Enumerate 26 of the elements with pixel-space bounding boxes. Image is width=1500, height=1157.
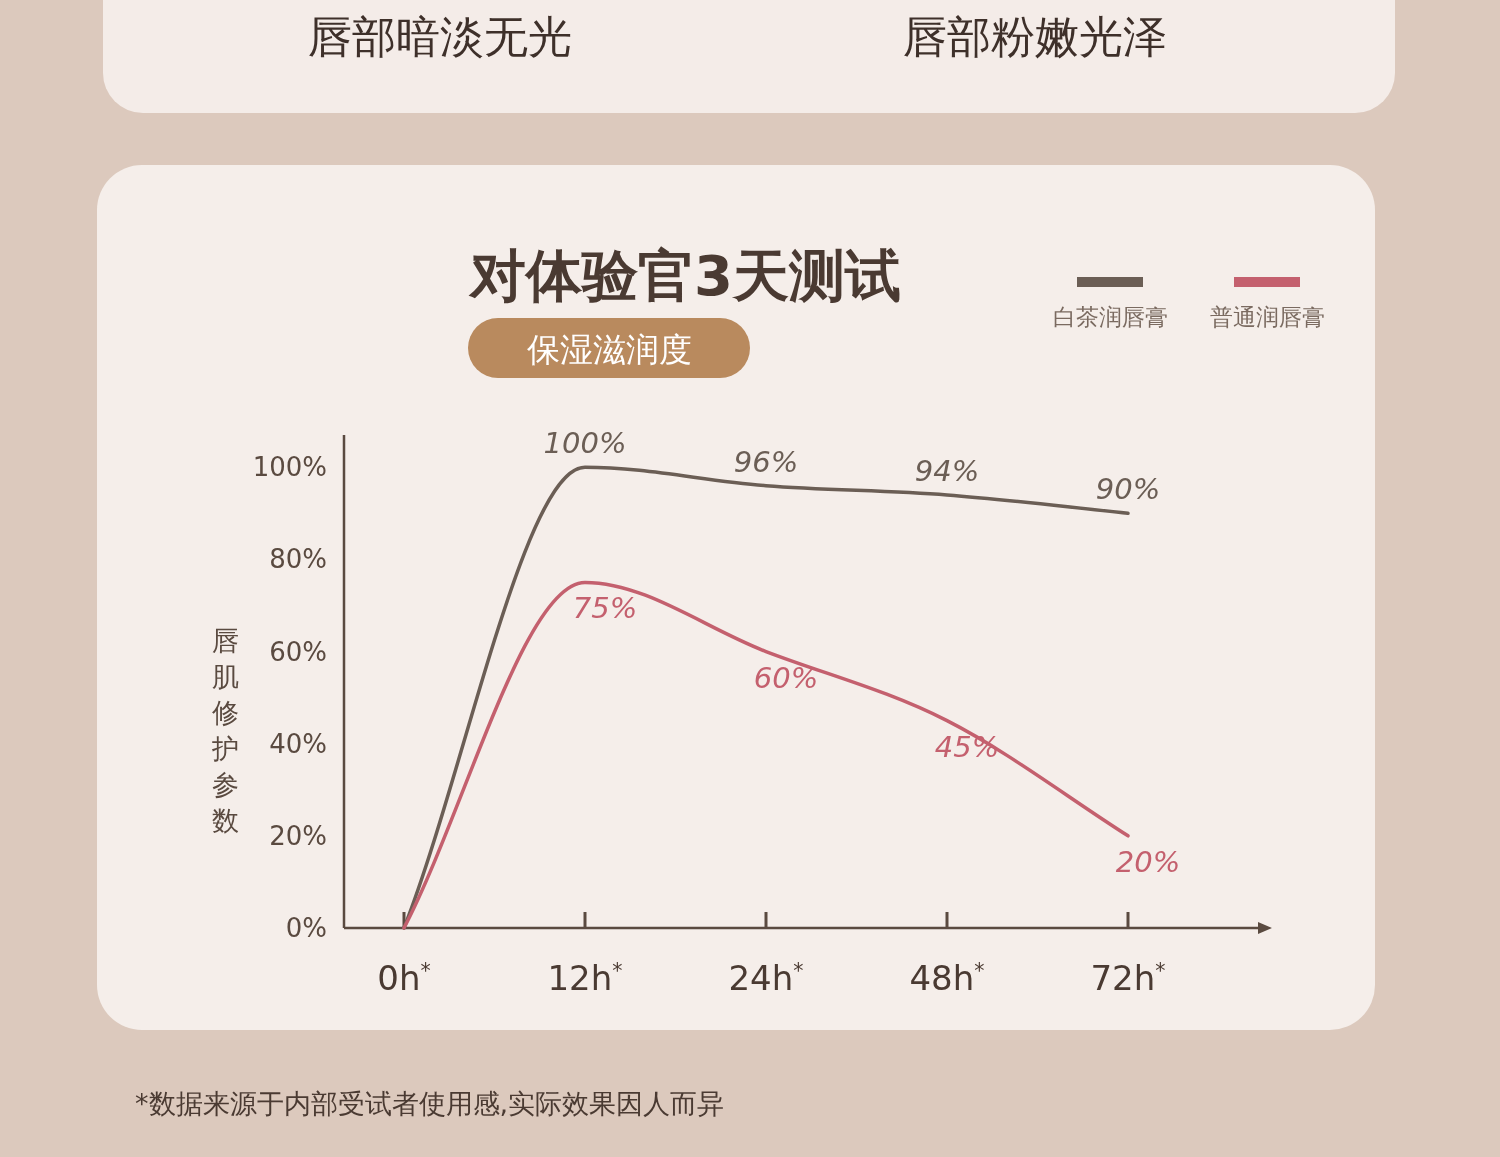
data-label: 20% bbox=[1115, 844, 1181, 879]
x-tick-label: 12h$^{*}$ bbox=[547, 958, 623, 998]
x-tick-label: 72h$^{*}$ bbox=[1090, 958, 1166, 998]
chart-subtitle: 保湿滋润度 bbox=[526, 330, 692, 369]
text: 唇部暗淡无光 bbox=[308, 11, 572, 62]
y-tick-label: 100% bbox=[252, 452, 327, 483]
x-tick-label: 24h$^{*}$ bbox=[728, 958, 804, 998]
legend-label: 白茶润唇膏 bbox=[1052, 304, 1168, 330]
data-label: 75% bbox=[572, 591, 638, 626]
x-tick-label: 48h$^{*}$ bbox=[909, 958, 985, 998]
x-tick-label: 0h$^{*}$ bbox=[377, 958, 431, 998]
data-label: 100% bbox=[543, 426, 627, 461]
data-label: 94% bbox=[914, 453, 980, 488]
data-label: 60% bbox=[753, 660, 819, 695]
y-tick-label: 20% bbox=[269, 820, 327, 851]
chart-title: 对体验官3天测试 bbox=[468, 243, 901, 308]
text: 唇部粉嫩光泽 bbox=[903, 11, 1167, 62]
data-label: 90% bbox=[1095, 472, 1161, 507]
y-tick-label: 0% bbox=[285, 913, 327, 943]
y-axis-title: 唇肌修护参数 bbox=[210, 625, 239, 836]
y-tick-label: 80% bbox=[269, 544, 327, 575]
legend-label: 普通润唇膏 bbox=[1209, 304, 1325, 330]
y-tick-label: 40% bbox=[269, 728, 327, 759]
text: *数据来源于内部受试者使用感,实际效果因人而异 bbox=[135, 1088, 725, 1119]
y-tick-label: 60% bbox=[269, 636, 327, 667]
data-label: 96% bbox=[733, 444, 799, 479]
